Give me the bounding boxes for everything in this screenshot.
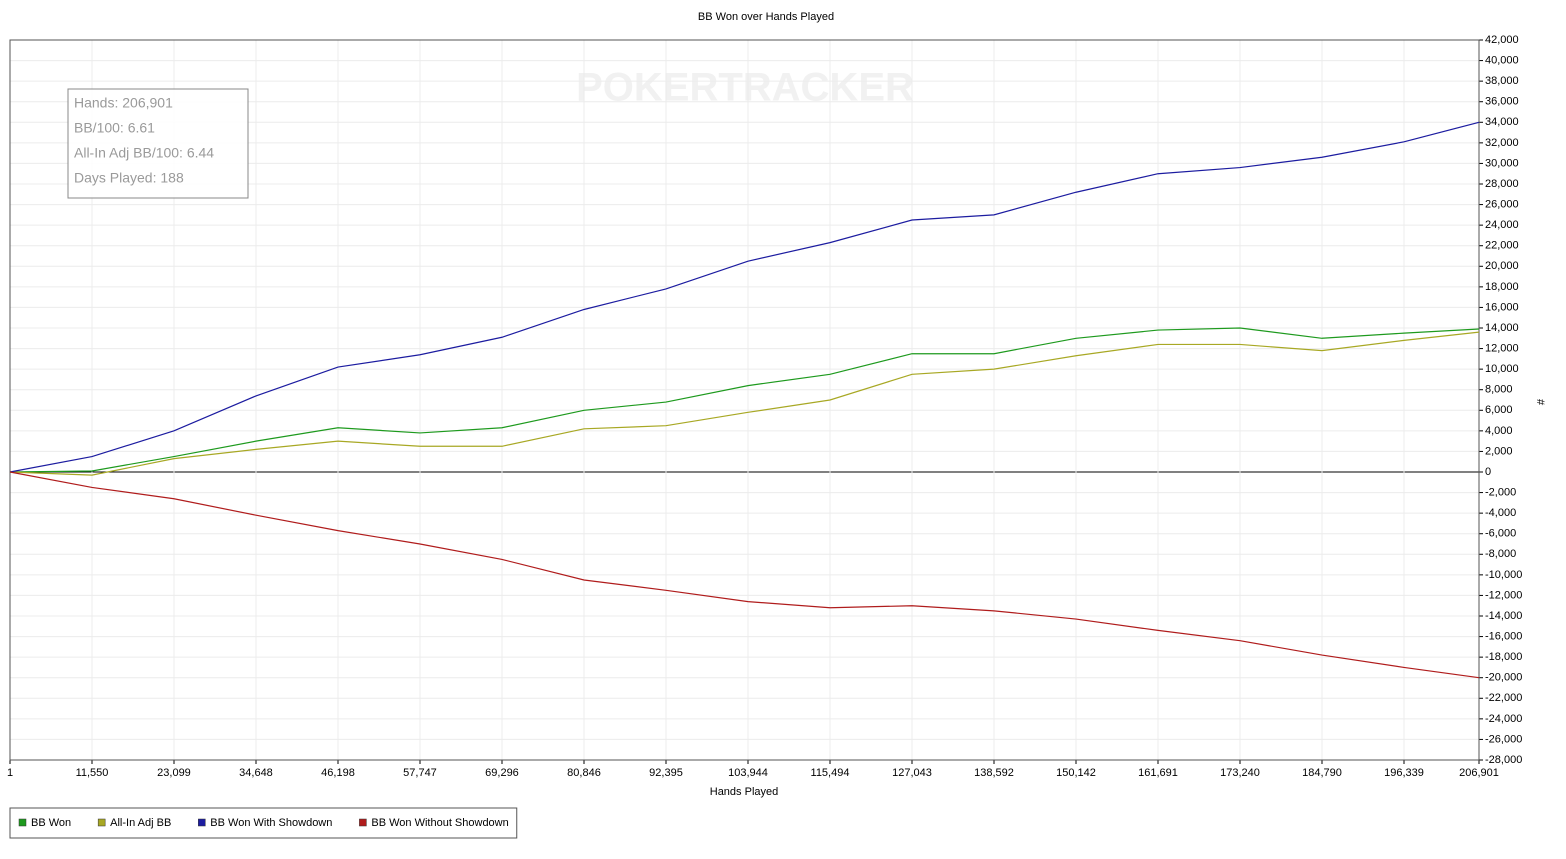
x-tick-label: 173,240 (1220, 767, 1260, 779)
plot-frame (9, 39, 1480, 761)
legend-label: BB Won Without Showdown (371, 817, 508, 829)
x-tick-label: 150,142 (1056, 767, 1096, 779)
x-tick-label: 34,648 (239, 767, 273, 779)
y-tick-label: -24,000 (1485, 713, 1522, 725)
x-tick-label: 46,198 (321, 767, 355, 779)
series-line (9, 327, 1480, 473)
x-tick-label: 23,099 (157, 767, 191, 779)
y-tick-label: 28,000 (1485, 178, 1519, 190)
y-tick-label: 22,000 (1485, 240, 1519, 252)
x-tick-label: 184,790 (1302, 767, 1342, 779)
y-axis-label: # (1534, 399, 1546, 406)
legend-swatch (97, 818, 106, 827)
stat-text: BB/100: 6.61 (74, 120, 155, 136)
legend-label: BB Won With Showdown (210, 817, 332, 829)
x-tick-label: 161,691 (1138, 767, 1178, 779)
y-tick-label: 16,000 (1485, 301, 1519, 313)
series-line (9, 121, 1480, 473)
y-tick-label: 24,000 (1485, 219, 1519, 231)
stat-text: All-In Adj BB/100: 6.44 (74, 145, 214, 161)
y-tick-label: 38,000 (1485, 75, 1519, 87)
stat-text: Hands: 206,901 (74, 95, 173, 111)
y-tick-label: -18,000 (1485, 651, 1522, 663)
stat-text: Days Played: 188 (74, 170, 184, 186)
legend-swatch (18, 818, 27, 827)
x-tick-label: 138,592 (974, 767, 1014, 779)
y-tick-label: 26,000 (1485, 198, 1519, 210)
y-tick-label: -2,000 (1485, 486, 1516, 498)
watermark: POKERTRACKER (576, 66, 914, 110)
y-tick-label: -10,000 (1485, 569, 1522, 581)
y-tick-label: 40,000 (1485, 54, 1519, 66)
series-line (9, 471, 1480, 679)
y-tick-label: -26,000 (1485, 733, 1522, 745)
x-tick-label: 103,944 (728, 767, 768, 779)
y-tick-label: 2,000 (1485, 445, 1513, 457)
legend-swatch (359, 818, 367, 827)
x-tick-label: 115,494 (811, 767, 850, 779)
y-tick-label: -6,000 (1485, 528, 1516, 540)
chart-title: BB Won over Hands Played (698, 11, 834, 23)
y-tick-label: 36,000 (1485, 96, 1519, 108)
x-tick-label: 206,901 (1459, 767, 1499, 779)
y-tick-label: 32,000 (1485, 137, 1519, 149)
x-tick-label: 69,296 (485, 767, 519, 779)
x-axis-label: Hands Played (710, 786, 779, 798)
x-tick-label: 92,395 (649, 767, 683, 779)
x-tick-label: 80,846 (567, 767, 601, 779)
y-tick-label: 20,000 (1485, 260, 1519, 272)
x-tick-label: 127,043 (892, 767, 932, 779)
y-tick-label: 8,000 (1485, 384, 1513, 396)
y-tick-label: -4,000 (1485, 507, 1516, 519)
x-tick-label: 11,550 (76, 767, 109, 779)
y-tick-label: 4,000 (1485, 425, 1513, 437)
y-tick-label: 6,000 (1485, 404, 1513, 416)
y-tick-label: -28,000 (1485, 754, 1522, 766)
y-tick-label: 42,000 (1485, 34, 1519, 46)
x-tick-label: 196,339 (1384, 767, 1424, 779)
y-tick-label: 30,000 (1485, 157, 1519, 169)
legend-label: All-In Adj BB (110, 817, 171, 829)
y-tick-label: -16,000 (1485, 630, 1522, 642)
stats-box (67, 88, 249, 199)
legend-box (9, 807, 518, 839)
y-tick-label: 0 (1485, 466, 1491, 478)
y-tick-label: -8,000 (1485, 548, 1516, 560)
y-tick-label: 12,000 (1485, 342, 1519, 354)
y-tick-label: -12,000 (1485, 589, 1522, 601)
series-line (9, 331, 1480, 476)
y-tick-label: 14,000 (1485, 322, 1519, 334)
y-tick-label: -22,000 (1485, 692, 1522, 704)
y-tick-label: 10,000 (1485, 363, 1519, 375)
y-tick-label: -20,000 (1485, 672, 1522, 684)
y-tick-label: -14,000 (1485, 610, 1522, 622)
legend-label: BB Won (31, 817, 71, 829)
legend-swatch (198, 818, 206, 827)
x-tick-label: 57,747 (403, 767, 437, 779)
y-tick-label: 18,000 (1485, 281, 1519, 293)
x-tick-label: 1 (7, 767, 13, 779)
y-tick-label: 34,000 (1485, 116, 1519, 128)
